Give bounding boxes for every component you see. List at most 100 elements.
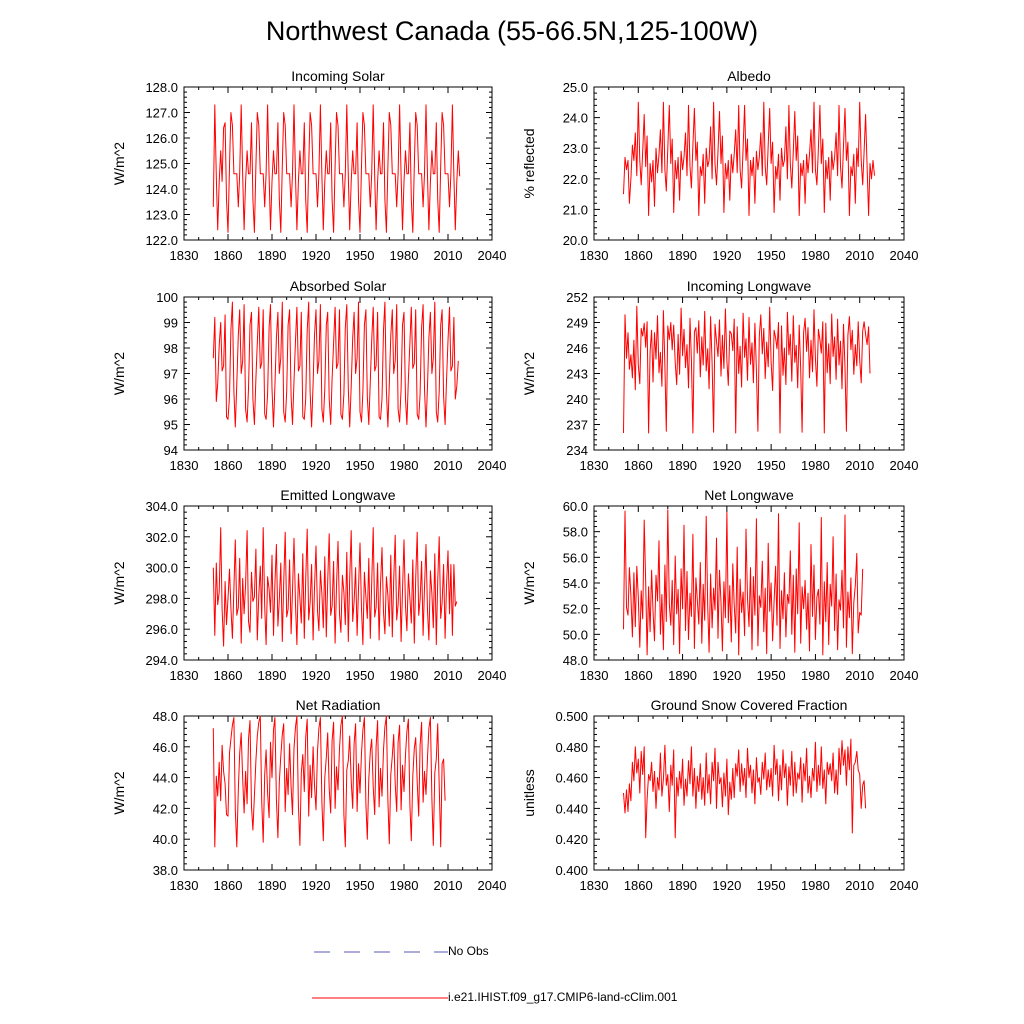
panel-title: Net Longwave bbox=[704, 487, 794, 503]
x-tick-label: 1950 bbox=[346, 668, 375, 683]
chart-panel-2: 1830 1860 1890 1920 1950 1980 2010 2040 20.0 21.0… bbox=[521, 68, 918, 263]
x-tick-label: 1860 bbox=[214, 878, 243, 893]
x-tick-label: 1920 bbox=[302, 248, 331, 263]
x-tick-label: 1860 bbox=[624, 668, 653, 683]
x-tick-label: 1950 bbox=[757, 878, 786, 893]
y-tick-label: 246 bbox=[566, 341, 588, 356]
y-tick-label: 0.480 bbox=[555, 740, 588, 755]
y-tick-label: 300.0 bbox=[145, 561, 178, 576]
series-line bbox=[212, 104, 461, 233]
plot-frame bbox=[183, 505, 493, 661]
x-tick-label: 1830 bbox=[580, 668, 609, 683]
y-tick-label: 20.0 bbox=[563, 233, 588, 248]
x-tick-label: 2010 bbox=[845, 458, 874, 473]
x-tick-label: 1860 bbox=[214, 668, 243, 683]
y-tick-label: 25.0 bbox=[563, 80, 588, 95]
x-tick-label: 1890 bbox=[258, 878, 287, 893]
x-tick-label: 1890 bbox=[668, 668, 697, 683]
plot-frame bbox=[183, 86, 493, 241]
y-axis-label: W/m^2 bbox=[521, 352, 537, 395]
x-tick-label: 1890 bbox=[258, 668, 287, 683]
x-tick-label: 1830 bbox=[580, 248, 609, 263]
x-tick-label: 2010 bbox=[434, 668, 463, 683]
figure-title: Northwest Canada (55-66.5N,125-100W) bbox=[265, 16, 759, 46]
y-tick-label: 302.0 bbox=[145, 530, 178, 545]
x-tick-label: 1950 bbox=[346, 878, 375, 893]
y-tick-label: 23.0 bbox=[563, 141, 588, 156]
y-tick-label: 50.0 bbox=[563, 627, 588, 642]
x-tick-label: 2010 bbox=[845, 248, 874, 263]
x-tick-label: 2010 bbox=[434, 878, 463, 893]
x-tick-label: 1920 bbox=[712, 248, 741, 263]
y-axis-label: W/m^2 bbox=[111, 352, 127, 395]
series-line bbox=[212, 301, 459, 428]
chart-panel-5: 1830 1860 1890 1920 1950 1980 2010 2040 294.0 296… bbox=[111, 487, 506, 683]
series-line bbox=[623, 509, 864, 656]
y-tick-label: 52.0 bbox=[563, 602, 588, 617]
series-line bbox=[212, 715, 446, 848]
y-axis-label: W/m^2 bbox=[111, 561, 127, 604]
y-tick-label: 0.400 bbox=[555, 863, 588, 878]
panel-title: Incoming Solar bbox=[291, 68, 385, 84]
y-tick-label: 98 bbox=[164, 341, 178, 356]
legend-model-line-icon bbox=[312, 997, 448, 999]
y-tick-label: 24.0 bbox=[563, 111, 588, 126]
x-tick-label: 2040 bbox=[478, 458, 507, 473]
y-tick-label: 124.0 bbox=[145, 182, 178, 197]
x-tick-label: 1980 bbox=[801, 248, 830, 263]
y-tick-label: 56.0 bbox=[563, 550, 588, 565]
chart-panel-6: 1830 1860 1890 1920 1950 1980 2010 2040 48.0 50.0… bbox=[521, 487, 918, 683]
y-tick-label: 48.0 bbox=[563, 653, 588, 668]
y-tick-label: 234 bbox=[566, 443, 588, 458]
y-tick-label: 127.0 bbox=[145, 106, 178, 121]
series-line bbox=[623, 101, 875, 216]
panel-title: Incoming Longwave bbox=[687, 278, 812, 294]
x-tick-label: 1980 bbox=[801, 878, 830, 893]
y-tick-label: 40.0 bbox=[153, 832, 178, 847]
x-tick-label: 1920 bbox=[302, 878, 331, 893]
x-tick-label: 1980 bbox=[390, 248, 419, 263]
x-tick-label: 1920 bbox=[712, 878, 741, 893]
chart-panel-8: 1830 1860 1890 1920 1950 1980 2010 2040 0.400 0.4… bbox=[521, 697, 918, 893]
y-tick-label: 96 bbox=[164, 392, 178, 407]
x-tick-label: 1860 bbox=[214, 248, 243, 263]
x-tick-label: 1890 bbox=[668, 878, 697, 893]
panel-title: Absorbed Solar bbox=[290, 278, 387, 294]
x-tick-label: 1830 bbox=[170, 458, 199, 473]
series-line bbox=[623, 305, 871, 434]
y-tick-label: 296.0 bbox=[145, 622, 178, 637]
x-tick-label: 2010 bbox=[845, 668, 874, 683]
x-tick-label: 2010 bbox=[434, 458, 463, 473]
x-tick-label: 1860 bbox=[624, 248, 653, 263]
legend-obs-label: No Obs bbox=[448, 943, 489, 958]
plot-frame bbox=[593, 715, 905, 871]
y-tick-label: 60.0 bbox=[563, 499, 588, 514]
y-axis-label: unitless bbox=[521, 769, 537, 816]
x-tick-label: 2040 bbox=[890, 668, 919, 683]
x-tick-label: 2010 bbox=[434, 248, 463, 263]
x-tick-label: 1890 bbox=[258, 248, 287, 263]
x-tick-label: 2040 bbox=[478, 668, 507, 683]
series-line bbox=[212, 527, 458, 647]
x-tick-label: 1890 bbox=[668, 248, 697, 263]
x-tick-label: 1920 bbox=[712, 668, 741, 683]
series-line bbox=[623, 738, 867, 839]
x-tick-label: 1920 bbox=[302, 458, 331, 473]
y-axis-label: W/m^2 bbox=[111, 771, 127, 814]
y-tick-label: 123.0 bbox=[145, 208, 178, 223]
y-tick-label: 54.0 bbox=[563, 576, 588, 591]
y-tick-label: 22.0 bbox=[563, 172, 588, 187]
x-tick-label: 1980 bbox=[801, 668, 830, 683]
x-tick-label: 1860 bbox=[624, 878, 653, 893]
y-tick-label: 128.0 bbox=[145, 80, 178, 95]
y-tick-label: 44.0 bbox=[153, 771, 178, 786]
x-tick-label: 2040 bbox=[890, 878, 919, 893]
legend-obs: No Obs bbox=[312, 943, 489, 958]
x-tick-label: 2040 bbox=[478, 878, 507, 893]
y-tick-label: 126.0 bbox=[145, 131, 178, 146]
y-tick-label: 252 bbox=[566, 290, 588, 305]
x-tick-label: 1980 bbox=[801, 458, 830, 473]
y-tick-label: 122.0 bbox=[145, 233, 178, 248]
x-tick-label: 2040 bbox=[890, 248, 919, 263]
